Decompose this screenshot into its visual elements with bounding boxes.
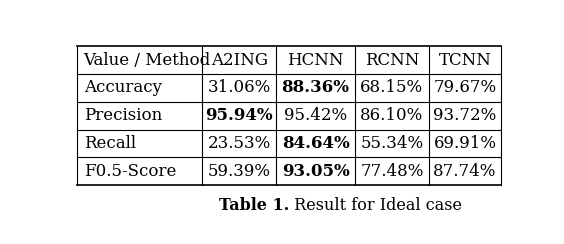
Text: 86.10%: 86.10% xyxy=(360,107,424,124)
Text: Recall: Recall xyxy=(83,135,136,152)
Text: 79.67%: 79.67% xyxy=(434,79,496,96)
Text: Table 1.: Table 1. xyxy=(219,197,289,214)
Text: Result for Ideal case: Result for Ideal case xyxy=(289,197,462,214)
Text: Value / Method: Value / Method xyxy=(83,51,211,69)
Text: F0.5-Score: F0.5-Score xyxy=(83,163,176,180)
Text: 93.72%: 93.72% xyxy=(433,107,497,124)
Text: 88.36%: 88.36% xyxy=(281,79,350,96)
Text: RCNN: RCNN xyxy=(365,51,419,69)
Text: A2ING: A2ING xyxy=(211,51,268,69)
Text: TCNN: TCNN xyxy=(439,51,491,69)
Text: 95.42%: 95.42% xyxy=(284,107,347,124)
Text: 68.15%: 68.15% xyxy=(360,79,424,96)
Text: 59.39%: 59.39% xyxy=(208,163,271,180)
Text: 93.05%: 93.05% xyxy=(281,163,350,180)
Text: 87.74%: 87.74% xyxy=(433,163,497,180)
Text: 84.64%: 84.64% xyxy=(281,135,350,152)
Text: 55.34%: 55.34% xyxy=(360,135,424,152)
Text: 23.53%: 23.53% xyxy=(208,135,271,152)
Text: HCNN: HCNN xyxy=(287,51,344,69)
Text: 69.91%: 69.91% xyxy=(434,135,496,152)
Text: Precision: Precision xyxy=(83,107,162,124)
Text: 31.06%: 31.06% xyxy=(208,79,271,96)
Text: 77.48%: 77.48% xyxy=(360,163,424,180)
Text: 95.94%: 95.94% xyxy=(205,107,273,124)
Text: Accuracy: Accuracy xyxy=(83,79,162,96)
